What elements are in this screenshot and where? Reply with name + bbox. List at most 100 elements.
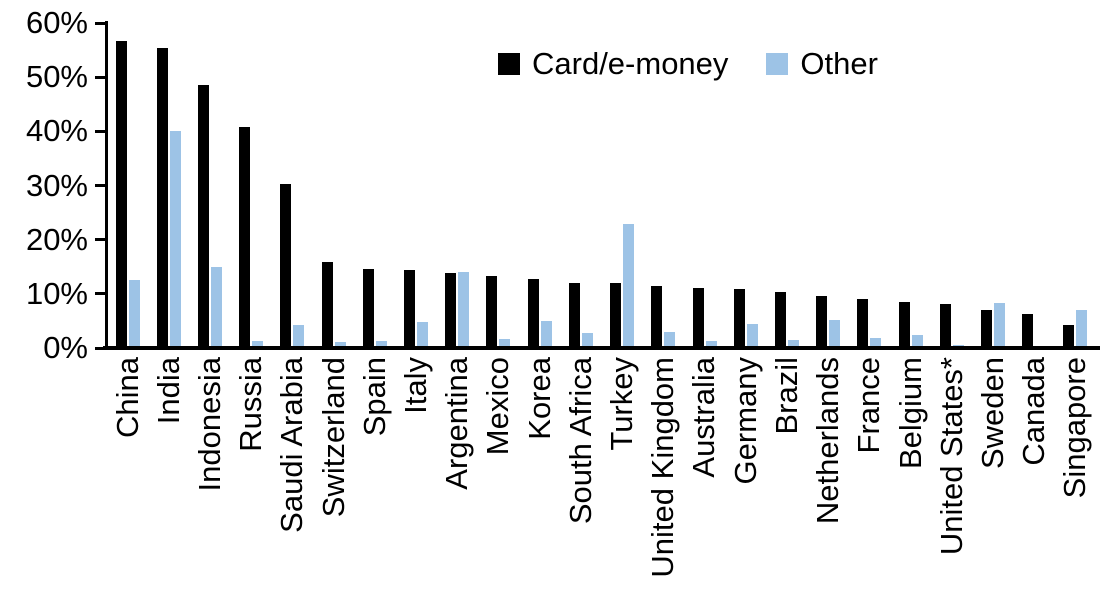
legend-swatch-card-e-money xyxy=(498,53,520,75)
x-tick-label-text: Mexico xyxy=(480,357,516,456)
bar-other xyxy=(375,340,387,346)
y-tick-label: 40% xyxy=(25,113,88,149)
bar-other xyxy=(540,321,552,346)
x-tick-label-text: China xyxy=(109,357,145,438)
x-tick-label: Italy xyxy=(395,357,436,593)
y-tick-label: 0% xyxy=(43,330,88,365)
x-tick-label: Indonesia xyxy=(189,357,230,593)
x-tick-label: Russia xyxy=(231,357,272,593)
x-tick-label: South Africa xyxy=(560,357,601,593)
y-tick xyxy=(95,292,106,296)
y-axis-line xyxy=(105,21,108,349)
bar-card-e-money xyxy=(898,302,910,346)
bar-other xyxy=(581,333,593,346)
x-tick-label: Netherlands xyxy=(808,357,849,593)
bar-card-e-money xyxy=(692,287,704,346)
y-tick-label: 60% xyxy=(25,5,88,40)
x-tick-label: United States* xyxy=(931,357,972,593)
bar-group xyxy=(560,21,601,346)
bar-card-e-money xyxy=(1063,324,1075,346)
bar-card-e-money xyxy=(156,48,168,346)
bar-group xyxy=(684,21,725,346)
bar-card-e-money xyxy=(610,283,622,346)
x-tick-label-text: Singapore xyxy=(1057,357,1093,499)
bar-card-e-money xyxy=(857,299,869,346)
y-tick-label: 20% xyxy=(25,221,88,257)
x-tick-label: France xyxy=(849,357,890,593)
x-tick-label: Switzerland xyxy=(313,357,354,593)
y-tick-label: 10% xyxy=(25,275,88,311)
bar-card-e-money xyxy=(651,285,663,346)
x-axis-line xyxy=(103,346,1100,350)
y-tick xyxy=(95,184,106,187)
legend-label-other: Other xyxy=(800,46,878,81)
x-tick-label: Canada xyxy=(1014,357,1055,593)
bar-card-e-money xyxy=(239,127,251,346)
x-tick-label-text: Argentina xyxy=(439,357,475,490)
x-tick-label: Mexico xyxy=(478,357,519,593)
bar-group xyxy=(354,21,395,346)
y-tick xyxy=(95,75,106,79)
bar-group xyxy=(890,21,931,346)
bar-group xyxy=(725,21,766,346)
x-tick-label: India xyxy=(148,357,189,593)
x-tick-label-text: Australia xyxy=(686,357,722,478)
y-tick xyxy=(95,129,106,133)
x-tick-label: Germany xyxy=(725,357,766,593)
bar-card-e-money xyxy=(486,276,498,346)
x-tick-label: Korea xyxy=(519,357,560,593)
x-tick-label-text: United Kingdom xyxy=(645,357,681,578)
bar-group xyxy=(1014,21,1055,346)
bar-card-e-money xyxy=(816,295,828,346)
bar-group xyxy=(437,21,478,346)
bar-card-e-money xyxy=(115,41,127,346)
x-tick-label: Singapore xyxy=(1055,357,1096,593)
bar-card-e-money xyxy=(733,289,745,346)
bar-group xyxy=(972,21,1013,346)
y-tick xyxy=(95,238,106,242)
bar-other xyxy=(458,271,470,346)
bar-group xyxy=(231,21,272,346)
legend-label-card-e-money: Card/e-money xyxy=(532,46,729,81)
x-tick-label: Brazil xyxy=(766,357,807,593)
x-tick-label-text: Russia xyxy=(233,357,269,452)
y-tick-label: 30% xyxy=(25,167,88,203)
bar-card-e-money xyxy=(1022,313,1034,346)
bar-card-e-money xyxy=(321,262,333,346)
bar-other xyxy=(623,223,635,346)
x-tick-label-text: India xyxy=(150,357,186,425)
bar-other xyxy=(993,302,1005,346)
bar-other xyxy=(334,341,346,346)
x-tick-label-text: Belgium xyxy=(892,357,928,469)
x-tick-label-text: Canada xyxy=(1016,357,1052,466)
x-tick-label-text: Switzerland xyxy=(315,357,351,518)
x-tick-label: Spain xyxy=(354,357,395,593)
bar-group xyxy=(272,21,313,346)
bar-other xyxy=(211,267,222,346)
y-tick xyxy=(95,346,106,350)
bar-other xyxy=(1076,309,1088,346)
x-tick-label-text: Korea xyxy=(521,357,557,440)
bar-other xyxy=(911,335,923,346)
x-tick-label: Sweden xyxy=(972,357,1013,593)
bar-group xyxy=(931,21,972,346)
bar-group xyxy=(808,21,849,346)
bar-group xyxy=(1055,21,1096,346)
x-tick-label: Saudi Arabia xyxy=(272,357,313,593)
bar-other xyxy=(417,321,429,346)
bar-group xyxy=(148,21,189,346)
x-tick-label: Argentina xyxy=(437,357,478,593)
bar-card-e-money xyxy=(939,303,951,346)
y-tick-label: 50% xyxy=(25,59,88,95)
x-tick-label: China xyxy=(107,357,148,593)
bar-other xyxy=(169,130,181,346)
bar-group xyxy=(602,21,643,346)
x-tick-label-text: Indonesia xyxy=(191,357,227,492)
bar-group xyxy=(395,21,436,346)
bar-other xyxy=(664,332,676,346)
bar-other xyxy=(128,279,140,346)
x-tick-label-text: Turkey xyxy=(604,357,640,451)
bar-card-e-money xyxy=(198,84,209,346)
legend: Card/e-money Other xyxy=(498,46,878,82)
